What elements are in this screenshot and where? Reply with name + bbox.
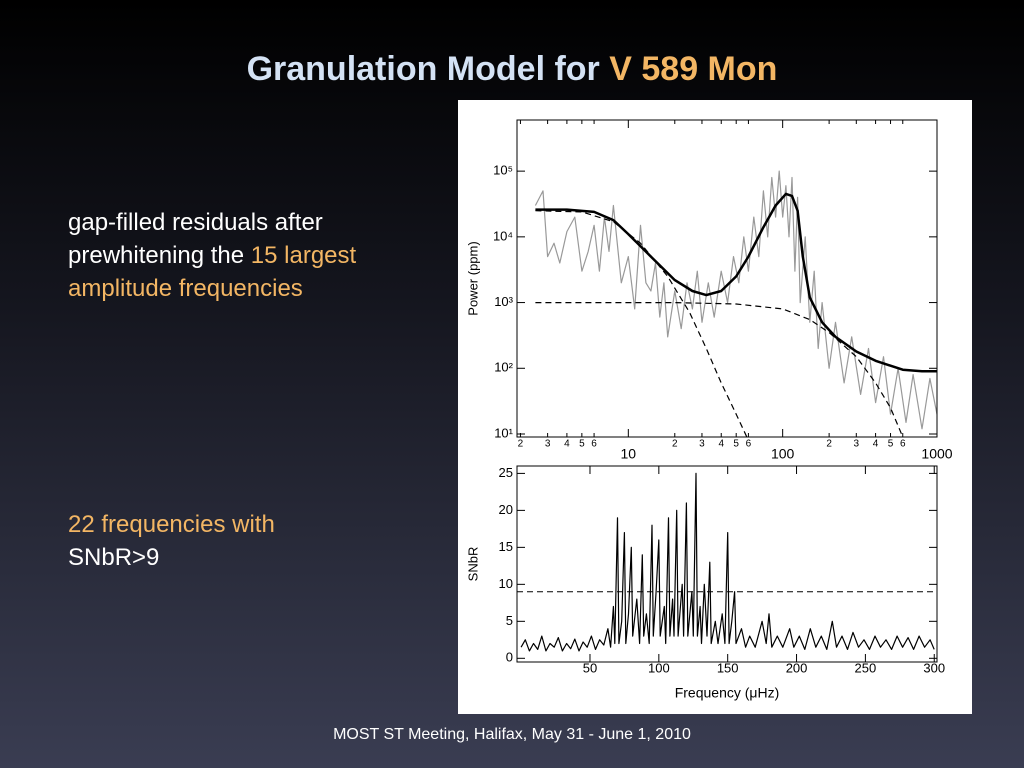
- footer: MOST ST Meeting, Halifax, May 31 - June …: [333, 726, 691, 743]
- x-tick-label: 4: [564, 439, 570, 450]
- data-line: [535, 210, 748, 437]
- x-tick-label: 6: [746, 439, 752, 450]
- x-tick-label: 4: [718, 439, 724, 450]
- x-tick-label: 2: [826, 439, 832, 450]
- y-tick-label: 10³: [494, 294, 513, 309]
- plot-area: [534, 170, 937, 437]
- slide-title: Granulation Model for V 589 Mon: [0, 50, 1024, 89]
- x-tick-label: 150: [717, 660, 739, 675]
- x-tick-label: 5: [733, 439, 739, 450]
- bullet: 22 frequencies with SNbR>9: [68, 508, 418, 574]
- x-axis-label: Frequency (μHz): [675, 685, 780, 701]
- x-tick-label: 1000: [921, 446, 952, 462]
- bullet-text: gap-filled residuals after prewhitening …: [68, 209, 323, 269]
- x-tick-label: 100: [648, 660, 670, 675]
- x-tick-label: 50: [583, 660, 597, 675]
- x-tick-label: 10: [621, 446, 637, 462]
- y-tick-label: 0: [506, 650, 513, 665]
- y-tick-label: 25: [499, 465, 513, 480]
- y-tick-label: 10: [499, 576, 513, 591]
- y-tick-label: 10¹: [494, 425, 513, 440]
- x-tick-label: 200: [786, 660, 808, 675]
- x-tick-label: 4: [873, 439, 879, 450]
- x-tick-label: 6: [591, 439, 597, 450]
- x-tick-label: 5: [888, 439, 894, 450]
- y-tick-label: 10⁴: [493, 228, 513, 243]
- bullet-highlight: 15 largest amplitude frequencies: [68, 242, 357, 302]
- data-line: [535, 192, 937, 373]
- y-axis-label: SNbR: [465, 547, 480, 582]
- title-highlight: V 589 Mon: [609, 50, 778, 88]
- x-tick-label: 2: [518, 439, 524, 450]
- plot-frame: [516, 465, 938, 663]
- y-tick-label: 10⁵: [493, 163, 513, 178]
- x-tick-label: 250: [855, 660, 877, 675]
- x-tick-label: 5: [579, 439, 585, 450]
- x-tick-label: 2: [672, 439, 678, 450]
- y-tick-label: 15: [499, 539, 513, 554]
- title-text: Granulation Model for: [246, 50, 610, 88]
- bullet-highlight: 22 frequencies with: [68, 511, 275, 538]
- y-tick-label: 5: [506, 613, 513, 628]
- bullet-text: SNbR>9: [68, 544, 160, 571]
- x-tick-label: 100: [771, 446, 795, 462]
- y-axis-label: Power (ppm): [465, 241, 480, 315]
- data-line: [534, 170, 937, 430]
- data-line: [535, 302, 904, 437]
- x-tick-label: 3: [699, 439, 705, 450]
- x-tick-label: 300: [923, 660, 945, 675]
- bullet: gap-filled residuals after prewhitening …: [68, 206, 418, 305]
- plot-frame: [516, 119, 938, 438]
- x-tick-label: 3: [545, 439, 551, 450]
- x-tick-label: 3: [854, 439, 860, 450]
- y-tick-label: 10²: [494, 360, 513, 375]
- x-tick-label: 6: [900, 439, 906, 450]
- y-tick-label: 20: [499, 502, 513, 517]
